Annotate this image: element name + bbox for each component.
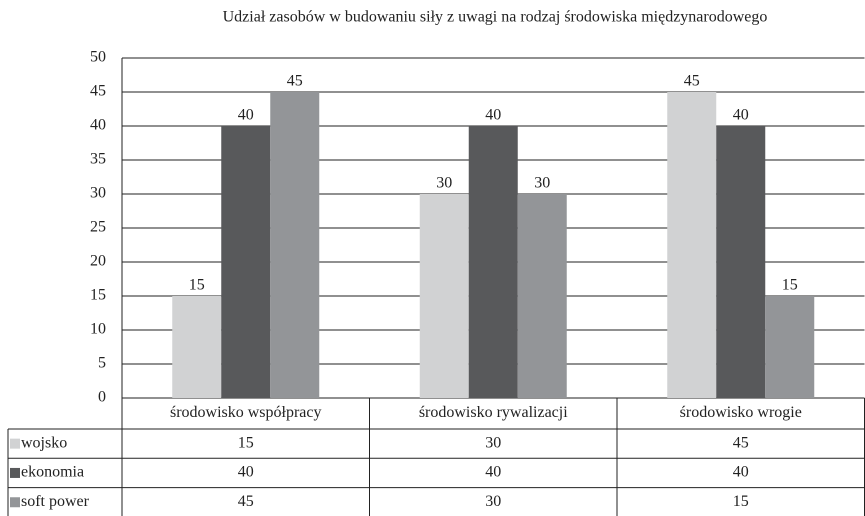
bar [172, 296, 222, 398]
bar [270, 92, 320, 398]
chart-title: Udział zasobów w budowaniu siły z uwagi … [223, 9, 768, 26]
y-tick-label: 50 [90, 49, 106, 66]
bar [419, 194, 469, 398]
bar [765, 296, 815, 398]
table-cell: 40 [485, 464, 501, 481]
bar [468, 126, 518, 398]
bar [667, 92, 717, 398]
bar [716, 126, 766, 398]
legend-label: ekonomia [21, 464, 84, 481]
data-label: 40 [733, 107, 749, 124]
table-cell: 45 [733, 434, 749, 451]
table-cell: 15 [733, 493, 749, 510]
legend-swatch [10, 467, 20, 478]
table-cell: 40 [733, 464, 749, 481]
y-tick-label: 20 [90, 253, 106, 270]
x-tick-label: środowisko rywalizacji [419, 404, 568, 421]
y-tick-label: 40 [90, 117, 106, 134]
data-label: 15 [782, 277, 798, 294]
y-tick-label: 15 [90, 287, 106, 304]
table-cell: 15 [238, 434, 254, 451]
data-label: 40 [485, 107, 501, 124]
y-tick-label: 45 [90, 83, 106, 100]
data-label: 30 [534, 175, 550, 192]
table-cell: 30 [485, 493, 501, 510]
bar [517, 194, 567, 398]
x-tick-label: środowisko współpracy [170, 404, 322, 421]
legend-swatch [10, 497, 20, 508]
data-label: 30 [436, 175, 452, 192]
table-cell: 40 [238, 464, 254, 481]
legend-label: soft power [21, 493, 90, 510]
y-tick-label: 30 [90, 185, 106, 202]
y-tick-label: 35 [90, 151, 106, 168]
legend-label: wojsko [21, 434, 67, 451]
data-label: 40 [238, 107, 254, 124]
y-tick-label: 25 [90, 219, 106, 236]
legend-swatch [10, 438, 20, 449]
y-tick-label: 10 [90, 321, 106, 338]
data-label: 45 [684, 73, 700, 90]
table-cell: 30 [485, 434, 501, 451]
x-tick-label: środowisko wrogie [680, 404, 802, 421]
y-tick-label: 0 [98, 389, 106, 406]
table-cell: 45 [238, 493, 254, 510]
bar [221, 126, 271, 398]
data-label: 45 [287, 73, 303, 90]
data-label: 15 [189, 277, 205, 294]
y-tick-label: 5 [98, 355, 106, 372]
